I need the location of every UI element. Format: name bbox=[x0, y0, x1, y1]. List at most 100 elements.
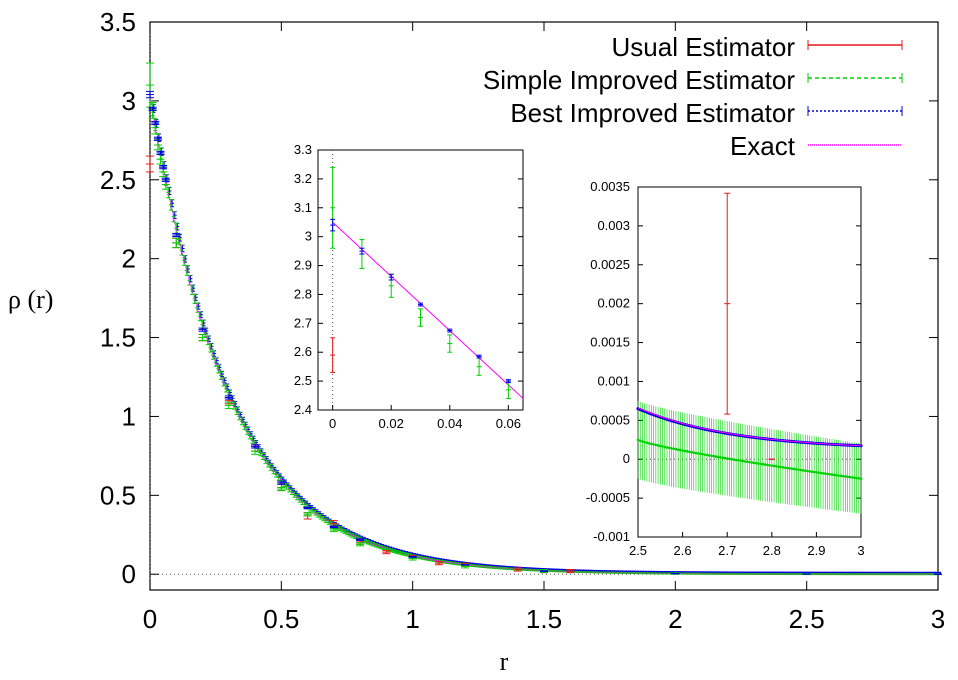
y-tick-label: 0 bbox=[122, 559, 136, 589]
inset-right-simple-point bbox=[645, 441, 649, 445]
inset-right-simple-point bbox=[844, 475, 847, 478]
inset-right-simple-point bbox=[846, 475, 849, 479]
inset-right-simple-point bbox=[757, 462, 760, 465]
inset-right-simple-point bbox=[708, 454, 711, 457]
inset-right-y-tick-label: 0.0005 bbox=[590, 412, 630, 427]
inset-right-simple-point bbox=[641, 440, 644, 443]
inset-right-simple-point bbox=[690, 450, 693, 454]
inset-right-simple-point bbox=[696, 452, 700, 455]
inset-right-simple-point bbox=[797, 468, 800, 471]
inset-right-simple-point bbox=[647, 442, 651, 445]
inset-center-y-tick-label: 3.2 bbox=[294, 171, 312, 186]
inset-right-simple-point bbox=[716, 455, 720, 459]
inset-right-simple-point bbox=[754, 461, 758, 465]
inset-right-x-tick-label: 2.5 bbox=[629, 543, 647, 558]
x-tick-label: 2 bbox=[668, 604, 682, 634]
inset-right-simple-point bbox=[730, 457, 733, 461]
inset-right-simple-point bbox=[853, 476, 856, 480]
inset-right-best-point bbox=[859, 444, 863, 448]
inset-right-simple-point bbox=[674, 447, 678, 451]
inset-right-simple-point bbox=[812, 470, 816, 474]
inset-right-simple-point bbox=[659, 444, 662, 448]
x-tick-label: 1.5 bbox=[526, 604, 562, 634]
inset-right-simple-point bbox=[815, 471, 818, 474]
inset-right-simple-point bbox=[732, 458, 736, 461]
inset-center-frame bbox=[317, 149, 524, 411]
inset-right-simple-point bbox=[772, 464, 776, 468]
inset-right-simple-point bbox=[734, 458, 738, 462]
inset-right-simple-point bbox=[748, 460, 751, 464]
inset-right-simple-point bbox=[685, 450, 689, 453]
inset-right-simple-point bbox=[679, 448, 682, 452]
inset-right-simple-point bbox=[781, 466, 785, 469]
inset-right-y-tick-label: 0.002 bbox=[597, 296, 630, 311]
x-tick-label: 0 bbox=[143, 604, 157, 634]
inset-right-y-tick-label: 0.003 bbox=[597, 218, 630, 233]
inset-right-y-tick-label: 0.0035 bbox=[590, 179, 630, 194]
legend-label-best: Best Improved Estimator bbox=[510, 98, 795, 128]
inset-right-simple-point bbox=[743, 460, 747, 463]
inset-right-simple-point bbox=[795, 468, 798, 471]
inset-center-y-tick-label: 3.3 bbox=[294, 142, 312, 157]
inset-right-x-tick-label: 2.7 bbox=[718, 543, 736, 558]
inset-right-simple-point bbox=[803, 469, 807, 472]
inset-right-simple-point bbox=[770, 464, 774, 467]
inset-center-y-tick-label: 2.8 bbox=[294, 286, 312, 301]
inset-right-y-tick-label: 0.001 bbox=[597, 373, 630, 388]
inset-right-simple-point bbox=[835, 473, 838, 477]
inset-center-y-tick-label: 3 bbox=[305, 229, 312, 244]
inset-right-simple-point bbox=[832, 473, 836, 477]
inset-right-y-tick-label: -0.001 bbox=[593, 529, 630, 544]
inset-right-simple-point bbox=[661, 445, 664, 448]
inset-right-simple-point bbox=[656, 444, 660, 447]
inset-right-simple-point bbox=[654, 443, 658, 447]
inset-right-simple-point bbox=[839, 474, 843, 478]
inset-right-simple-point bbox=[703, 453, 707, 456]
inset-right-simple-point bbox=[665, 446, 669, 449]
inset-right-simple-point bbox=[792, 467, 796, 471]
y-tick-label: 3.5 bbox=[100, 7, 136, 37]
legend-label-usual: Usual Estimator bbox=[612, 32, 796, 62]
inset-right-simple-point bbox=[652, 443, 655, 446]
inset-right-simple-point bbox=[650, 442, 653, 446]
inset-right-exact-line bbox=[637, 407, 862, 447]
inset-right-simple-point bbox=[667, 446, 671, 450]
inset-right-simple-point bbox=[636, 438, 640, 442]
inset-right-simple-point bbox=[817, 471, 820, 474]
inset-right-y-tick-label: 0.0015 bbox=[590, 335, 630, 350]
inset-right-simple-point bbox=[719, 456, 722, 459]
inset-right-simple-point bbox=[712, 454, 716, 458]
y-tick-label: 3 bbox=[122, 86, 136, 116]
inset-right-simple-point bbox=[821, 471, 825, 475]
inset-right-simple-point bbox=[728, 457, 731, 461]
inset-right-plot-area: 2.5 2.6 2.7 2.8 2.9 3 -0.001 -0.0005 0 0.0005 0.00… bbox=[586, 179, 865, 558]
inset-center-y-tick-label: 2.5 bbox=[294, 373, 312, 388]
inset-right-x-tick-label: 2.8 bbox=[763, 543, 781, 558]
inset-right-x-tick-label: 2.9 bbox=[807, 543, 825, 558]
inset-right-simple-point bbox=[714, 455, 718, 458]
inset-right-simple-point bbox=[683, 449, 687, 453]
x-tick-label: 2.5 bbox=[789, 604, 825, 634]
inset-right-simple-point bbox=[855, 476, 858, 480]
inset-right-simple-point bbox=[672, 447, 675, 451]
main-plot-area: 0 0.5 1 1.5 2 2.5 3 0 0.5 1 1.5 2 2.5 3 3.5 bbox=[100, 7, 945, 634]
inset-right-simple-point bbox=[763, 463, 767, 466]
inset-right-simple-point bbox=[779, 465, 783, 469]
x-tick-label: 0.5 bbox=[263, 604, 299, 634]
inset-right-y-tick-label: 0.0025 bbox=[590, 257, 630, 272]
inset-right-simple-point bbox=[725, 457, 729, 460]
inset-right-simple-point bbox=[819, 471, 823, 475]
inset-right-x-tick-label: 3 bbox=[857, 543, 864, 558]
inset-right-simple-point bbox=[701, 452, 704, 456]
x-tick-label: 1 bbox=[405, 604, 419, 634]
inset-center-y-tick-label: 2.7 bbox=[294, 315, 312, 330]
inset-right-simple-point bbox=[705, 453, 709, 457]
inset-right-simple-point bbox=[799, 468, 803, 472]
x-tick-label: 3 bbox=[931, 604, 945, 634]
inset-right-simple-point bbox=[761, 462, 765, 466]
inset-right-simple-point bbox=[841, 474, 845, 478]
inset-right-simple-point bbox=[721, 456, 725, 460]
inset-right-simple-point bbox=[670, 447, 673, 450]
inset-right-simple-point bbox=[826, 472, 829, 476]
